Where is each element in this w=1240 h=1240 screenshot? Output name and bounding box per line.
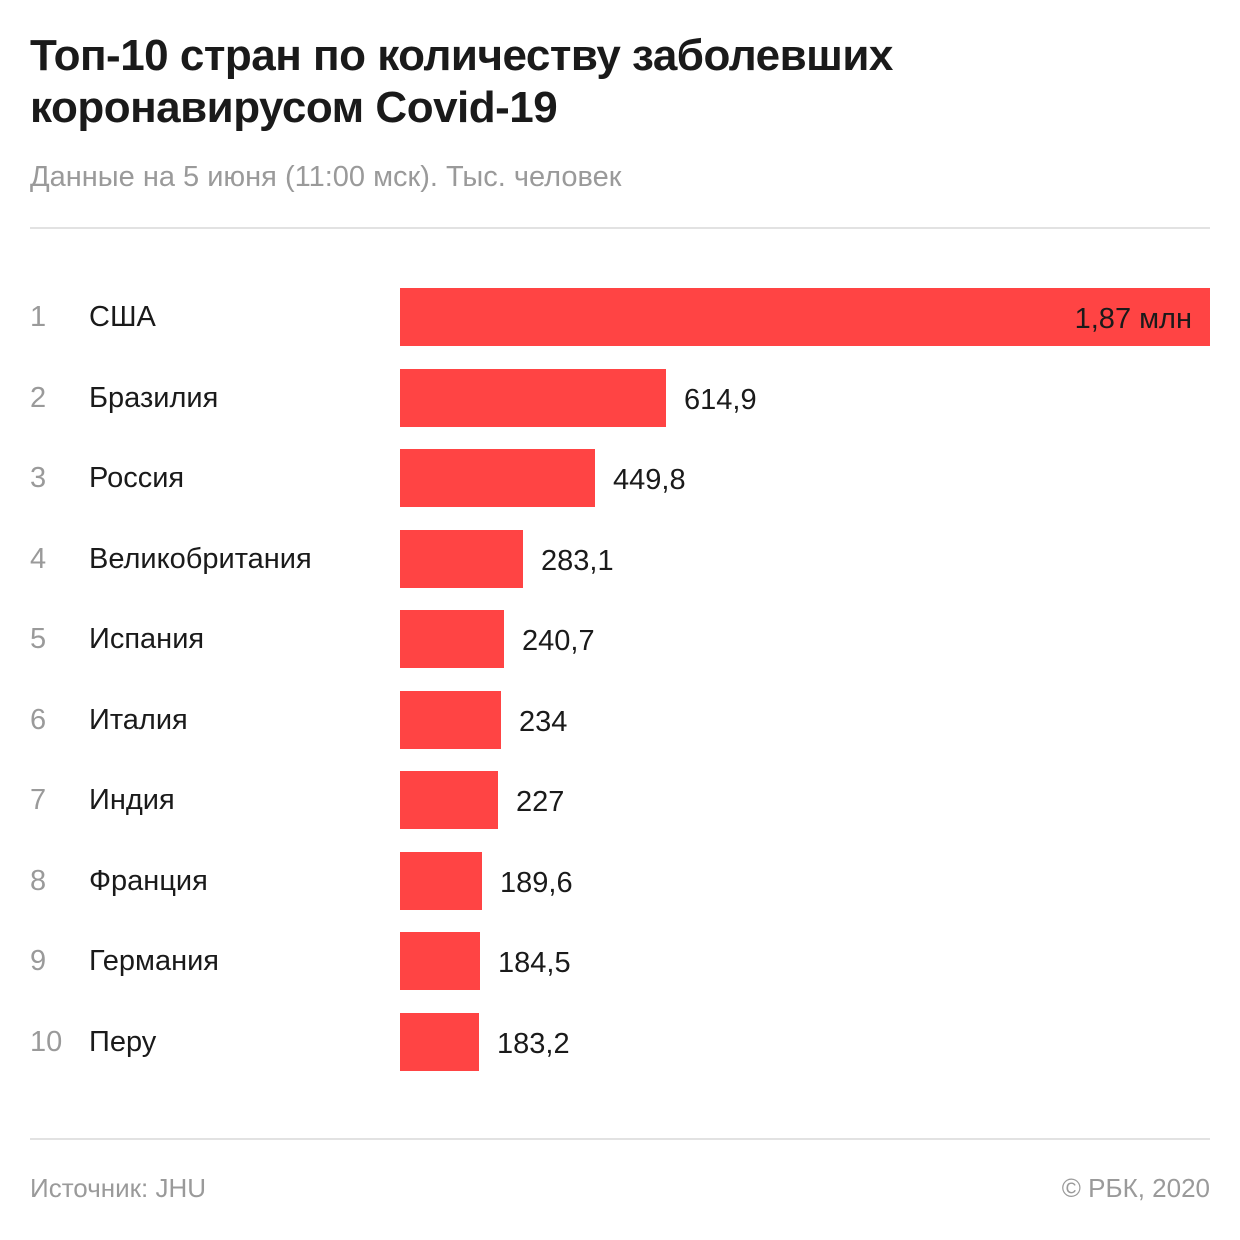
- data-label: 283,1: [541, 544, 614, 577]
- data-label: 240,7: [522, 625, 595, 657]
- data-label: 227: [516, 786, 565, 818]
- chart-row: 3 Россия 449,8: [0, 449, 1240, 507]
- category-label: Индия: [89, 784, 175, 816]
- chart-row: 2 Бразилия 614,9: [0, 368, 1240, 427]
- chart-subtitle: Данные на 5 июня (11:00 мск). Тыс. челов…: [30, 161, 622, 193]
- data-label: 184,5: [498, 947, 571, 979]
- chart-row: 6 Италия 234: [0, 690, 1240, 749]
- rank-label: 9: [30, 945, 47, 977]
- category-label: Великобритания: [89, 542, 312, 575]
- category-label: Испания: [89, 623, 205, 655]
- rank-label: 10: [30, 1025, 63, 1058]
- data-label: 189,6: [500, 866, 573, 899]
- rank-label: 6: [30, 703, 47, 736]
- category-label: Россия: [89, 462, 185, 494]
- copyright-note: © РБК, 2020: [1061, 1173, 1210, 1203]
- rank-label: 8: [30, 864, 47, 897]
- rank-label: 4: [30, 542, 47, 575]
- category-label: Италия: [89, 703, 188, 736]
- category-label: Бразилия: [89, 381, 219, 414]
- chart-row: 7 Индия 227: [0, 771, 1240, 829]
- chart-row: 8 Франция 189,6: [0, 851, 1240, 910]
- chart-row: 4 Великобритания 283,1: [0, 529, 1240, 588]
- bar: [400, 771, 498, 829]
- data-label: 449,8: [613, 464, 686, 496]
- rank-label: 7: [30, 784, 47, 816]
- rank-label: 5: [30, 623, 47, 655]
- rank-label: 2: [30, 381, 47, 414]
- category-label: Франция: [89, 864, 208, 897]
- bar: [400, 529, 523, 588]
- data-label: 1,87 млн: [1074, 303, 1192, 335]
- bar: [400, 851, 482, 910]
- source-note: Источник: JHU: [30, 1173, 206, 1203]
- rank-label: 3: [30, 462, 47, 494]
- category-label: Перу: [89, 1025, 157, 1058]
- chart-row: 5 Испания 240,7: [0, 610, 1240, 668]
- chart-row: 10 Перу 183,2: [0, 1012, 1240, 1071]
- bar: [400, 690, 501, 749]
- rank-label: 1: [30, 301, 47, 333]
- bar: [400, 610, 504, 668]
- data-label: 234: [519, 705, 568, 738]
- bar: [400, 449, 595, 507]
- bar: [400, 368, 666, 427]
- data-label: 614,9: [684, 383, 757, 416]
- chart-row: 1 США 1,87 млн: [0, 288, 1240, 346]
- top-divider: [30, 227, 1210, 229]
- category-label: Германия: [89, 945, 220, 977]
- chart-title: Топ-10 стран по количеству заболевших ко…: [30, 31, 893, 132]
- category-label: США: [89, 301, 156, 333]
- chart-row: 9 Германия 184,5: [0, 932, 1240, 990]
- bottom-divider: [30, 1138, 1210, 1140]
- bar: [400, 288, 1210, 346]
- bar: [400, 932, 480, 990]
- bar: [400, 1012, 479, 1071]
- data-label: 183,2: [497, 1027, 570, 1060]
